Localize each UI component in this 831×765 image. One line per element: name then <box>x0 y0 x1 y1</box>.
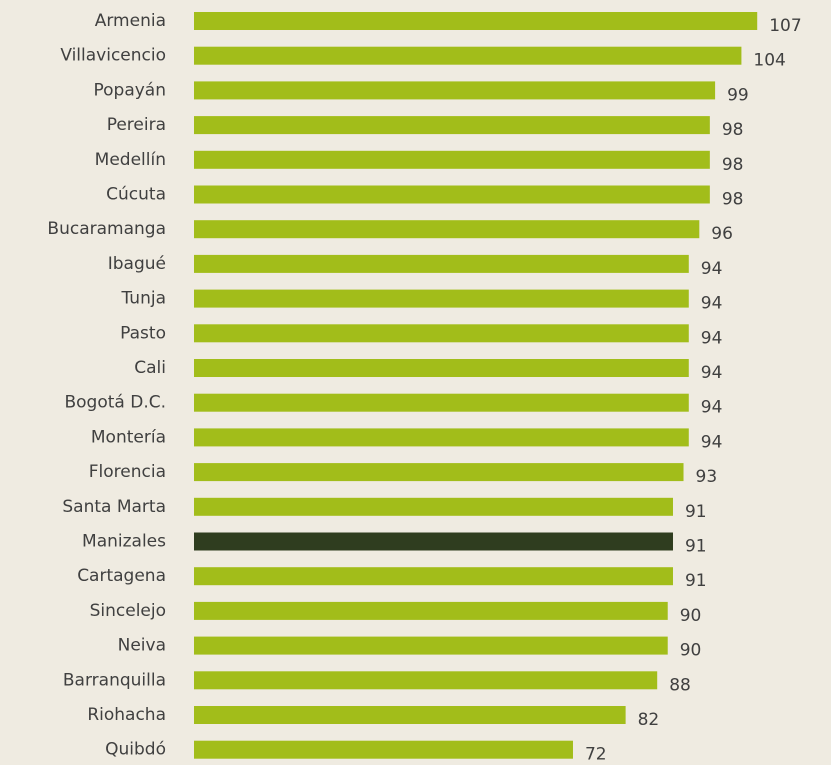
bar <box>194 706 626 724</box>
value-label: 72 <box>585 745 607 761</box>
category-label: Montería <box>91 427 166 447</box>
bar <box>194 740 573 759</box>
bar <box>194 671 658 690</box>
category-label: Popayán <box>93 80 166 100</box>
bar <box>194 532 673 551</box>
category-label: Bucaramanga <box>47 219 166 239</box>
category-label: Cartagena <box>77 566 166 586</box>
value-label: 98 <box>722 120 744 140</box>
bar <box>194 393 689 412</box>
bar <box>194 46 742 65</box>
value-label: 94 <box>701 432 723 452</box>
value-label: 82 <box>638 710 660 730</box>
value-label: 96 <box>711 224 733 244</box>
category-label: Neiva <box>118 636 166 656</box>
bar <box>194 81 716 100</box>
category-label: Bogotá D.C. <box>64 393 166 413</box>
bar <box>194 116 710 135</box>
value-label: 91 <box>685 537 707 557</box>
category-label: Pereira <box>107 115 166 135</box>
category-label: Sincelejo <box>90 601 166 621</box>
category-label: Manizales <box>82 532 166 552</box>
value-label: 107 <box>769 16 801 36</box>
bar <box>194 601 668 620</box>
bar <box>194 359 689 377</box>
category-label: Santa Marta <box>62 497 166 517</box>
category-label: Cali <box>134 358 166 378</box>
value-label: 99 <box>727 85 749 105</box>
bar <box>194 254 689 273</box>
category-label: Villavicencio <box>60 46 166 66</box>
category-label: Barranquilla <box>63 670 166 690</box>
value-label: 94 <box>701 294 723 314</box>
value-label: 94 <box>701 363 723 383</box>
bar <box>194 324 689 343</box>
category-label: Pasto <box>120 323 166 343</box>
category-label: Quibdó <box>105 740 166 760</box>
category-label: Tunja <box>121 289 167 309</box>
value-label: 91 <box>685 502 707 522</box>
category-label: Cúcuta <box>106 185 166 205</box>
category-label: Ibagué <box>108 254 166 274</box>
bar <box>194 636 668 655</box>
value-label: 98 <box>722 190 744 210</box>
bar <box>194 463 684 482</box>
bar <box>194 150 710 169</box>
bar <box>194 567 673 586</box>
value-label: 90 <box>680 641 702 661</box>
bar <box>194 185 710 204</box>
category-label: Riohacha <box>87 705 166 725</box>
bar <box>194 428 689 447</box>
value-label: 98 <box>722 155 744 175</box>
bar <box>194 497 673 516</box>
value-label: 93 <box>696 467 718 487</box>
category-label: Florencia <box>89 462 166 482</box>
value-label: 90 <box>680 606 702 626</box>
value-label: 94 <box>701 259 723 279</box>
value-label: 91 <box>685 571 707 591</box>
bar <box>194 289 689 308</box>
bar <box>194 12 758 30</box>
category-label: Medellín <box>95 150 166 170</box>
value-label: 94 <box>701 328 723 348</box>
value-label: 104 <box>753 51 785 71</box>
category-label: Armenia <box>95 11 166 31</box>
value-label: 94 <box>701 398 723 418</box>
bar <box>194 220 700 239</box>
value-label: 88 <box>669 675 691 695</box>
